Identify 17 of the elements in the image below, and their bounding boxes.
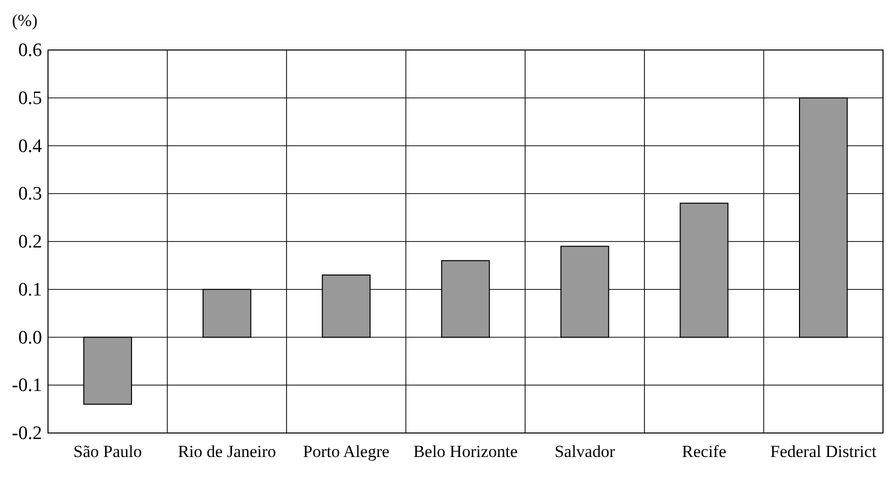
x-tick-label: Federal District xyxy=(770,442,877,462)
y-axis-title: (%) xyxy=(12,11,38,30)
x-tick-label: São Paulo xyxy=(73,442,142,462)
y-tick-label: 0.4 xyxy=(18,136,42,157)
y-tick-label: 0.0 xyxy=(18,327,42,348)
y-tick-label: 0.1 xyxy=(18,279,42,300)
y-tick-label: 0.5 xyxy=(18,88,42,109)
y-tick-label: 0.3 xyxy=(18,184,42,205)
x-tick-label: Rio de Janeiro xyxy=(178,442,276,462)
y-tick-label: 0.6 xyxy=(18,40,42,62)
x-tick-label: Porto Alegre xyxy=(303,442,390,462)
x-tick-label: Belo Horizonte xyxy=(413,442,518,462)
y-tick-label: -0.1 xyxy=(12,375,42,396)
x-tick-label: Recife xyxy=(682,442,726,462)
y-tick-label: 0.2 xyxy=(18,232,42,253)
x-tick-label: Salvador xyxy=(554,442,616,462)
y-tick-label: -0.2 xyxy=(12,423,42,444)
